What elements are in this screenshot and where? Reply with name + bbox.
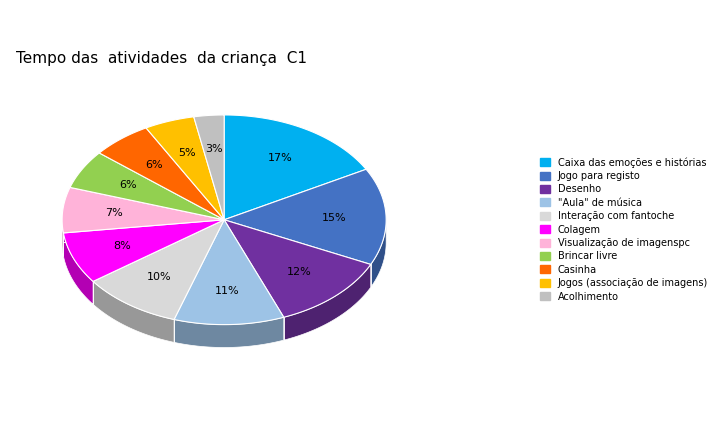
Polygon shape bbox=[99, 128, 224, 220]
Polygon shape bbox=[64, 233, 93, 304]
Legend: Caixa das emoções e histórias, Jogo para registo, Desenho, "Aula" de música, Int: Caixa das emoções e histórias, Jogo para… bbox=[537, 154, 711, 304]
Polygon shape bbox=[93, 281, 174, 342]
Title: Tempo das  atividades  da criança  C1: Tempo das atividades da criança C1 bbox=[16, 51, 307, 66]
Text: 10%: 10% bbox=[147, 273, 171, 283]
Text: 5%: 5% bbox=[178, 148, 196, 158]
Text: 7%: 7% bbox=[106, 208, 124, 218]
Text: 11%: 11% bbox=[215, 286, 240, 296]
Polygon shape bbox=[64, 220, 224, 281]
Text: 15%: 15% bbox=[322, 213, 346, 223]
Polygon shape bbox=[194, 115, 224, 220]
Polygon shape bbox=[174, 220, 283, 325]
Polygon shape bbox=[224, 169, 386, 265]
Polygon shape bbox=[371, 220, 386, 287]
Text: 17%: 17% bbox=[268, 153, 293, 164]
Polygon shape bbox=[70, 153, 224, 220]
Polygon shape bbox=[93, 220, 224, 319]
Polygon shape bbox=[146, 117, 224, 220]
Text: 3%: 3% bbox=[205, 144, 223, 154]
Polygon shape bbox=[62, 220, 64, 256]
Polygon shape bbox=[224, 115, 366, 220]
Text: 6%: 6% bbox=[119, 180, 137, 191]
Polygon shape bbox=[62, 187, 224, 233]
Polygon shape bbox=[283, 265, 371, 340]
Text: 6%: 6% bbox=[145, 160, 163, 170]
Polygon shape bbox=[224, 220, 371, 317]
Text: 8%: 8% bbox=[113, 241, 131, 251]
Polygon shape bbox=[174, 317, 283, 348]
Text: 12%: 12% bbox=[287, 267, 312, 277]
